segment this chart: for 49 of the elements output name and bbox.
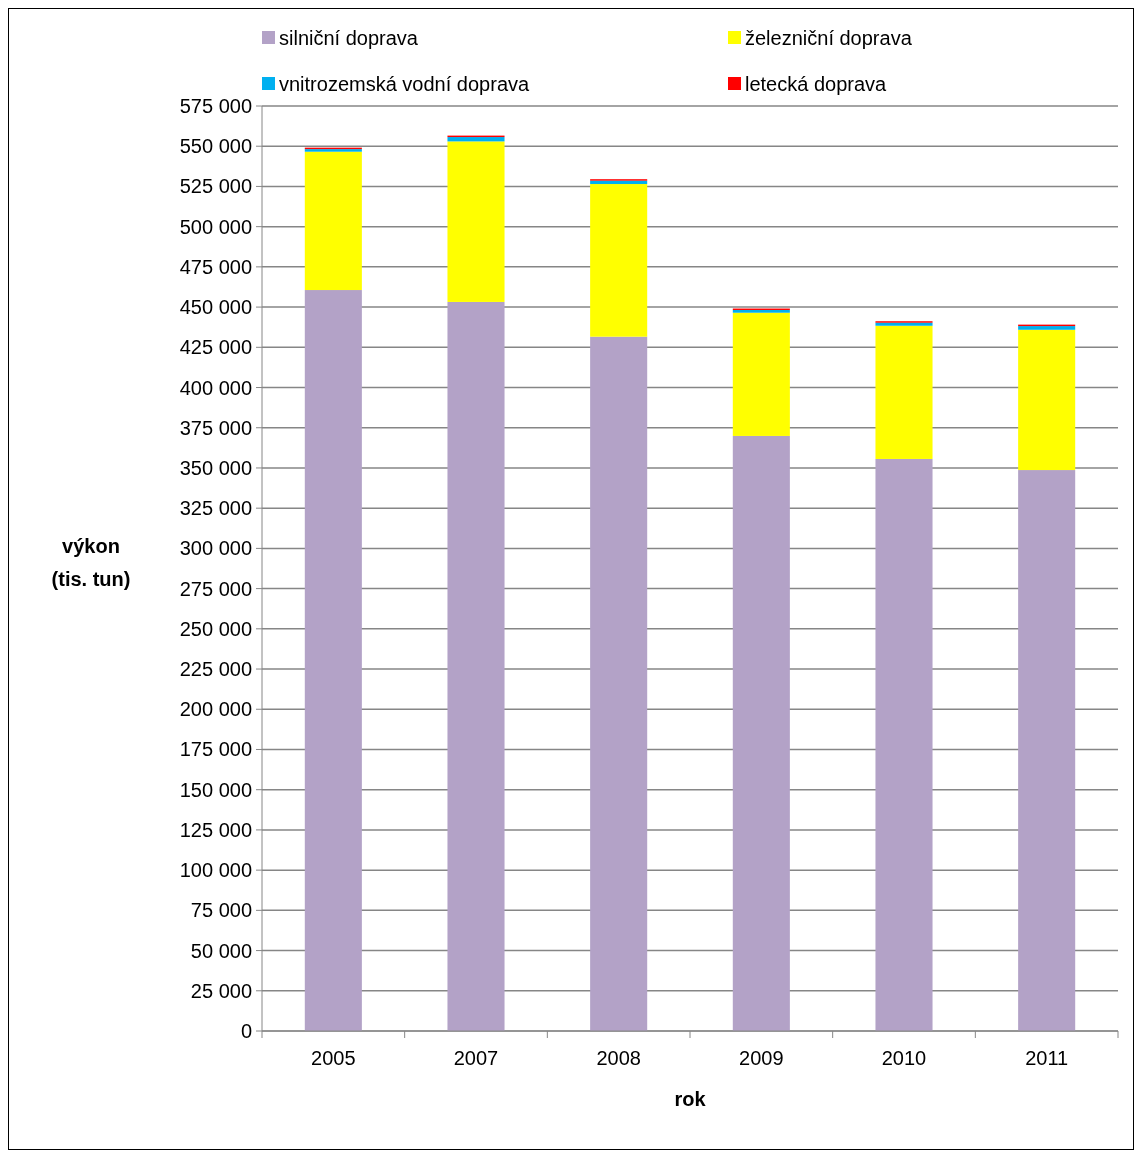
y-tick-label: 350 000 [179,456,252,479]
bar [875,325,933,459]
bar [590,184,648,337]
bar [1018,470,1076,1031]
y-tick-label: 50 000 [190,939,252,962]
bar [447,141,505,302]
x-axis-title: rok [674,1088,707,1110]
y-tick-label: 100 000 [179,859,252,882]
y-tick-label: 325 000 [179,497,252,520]
y-tick-label: 450 000 [179,296,252,319]
legend-label: vnitrozemská vodní doprava [279,73,530,95]
y-tick-label: 125 000 [179,818,252,841]
y-tick-label: 400 000 [179,376,252,399]
legend-label: letecká doprava [745,73,888,95]
y-axis-title: výkon (tis. tun) [51,535,131,590]
bar [304,151,362,291]
y-tick-label: 0 [240,1020,252,1042]
x-tick-label: 2007 [453,1047,499,1069]
y-tick-label: 275 000 [179,577,252,600]
bar [732,435,790,1031]
legend-label: silniční doprava [279,27,419,49]
y-tick-label: 150 000 [179,778,252,801]
bar [447,137,505,142]
bar [304,290,362,1031]
bar [875,458,933,1031]
y-tick-label: 550 000 [179,135,252,158]
x-tick-label: 2008 [596,1047,641,1069]
x-tick-label: 2011 [1025,1047,1069,1069]
y-tick-label: 225 000 [179,658,252,681]
y-tick-label: 25 000 [190,979,252,1002]
y-tick-label: 500 000 [179,215,252,238]
bar [590,336,648,1031]
y-tick-label: 375 000 [179,416,252,439]
y-tick-label: 250 000 [179,617,252,640]
y-tick-label: 200 000 [179,698,252,721]
y-tick-label: 425 000 [179,336,252,359]
y-tick-label: 475 000 [179,255,252,278]
x-tick-label: 2010 [881,1047,927,1069]
y-tick-label: 575 000 [179,95,252,117]
bar [1018,329,1076,471]
y-tick-label: 300 000 [179,537,252,560]
x-tick-label: 2005 [311,1047,356,1069]
bar [732,312,790,436]
legend-label: železniční doprava [745,27,913,49]
x-tick-label: 2009 [739,1047,784,1069]
y-tick-label: 175 000 [179,738,252,761]
y-tick-label: 75 000 [190,899,252,922]
bar [447,301,505,1031]
y-tick-label: 525 000 [179,175,252,198]
